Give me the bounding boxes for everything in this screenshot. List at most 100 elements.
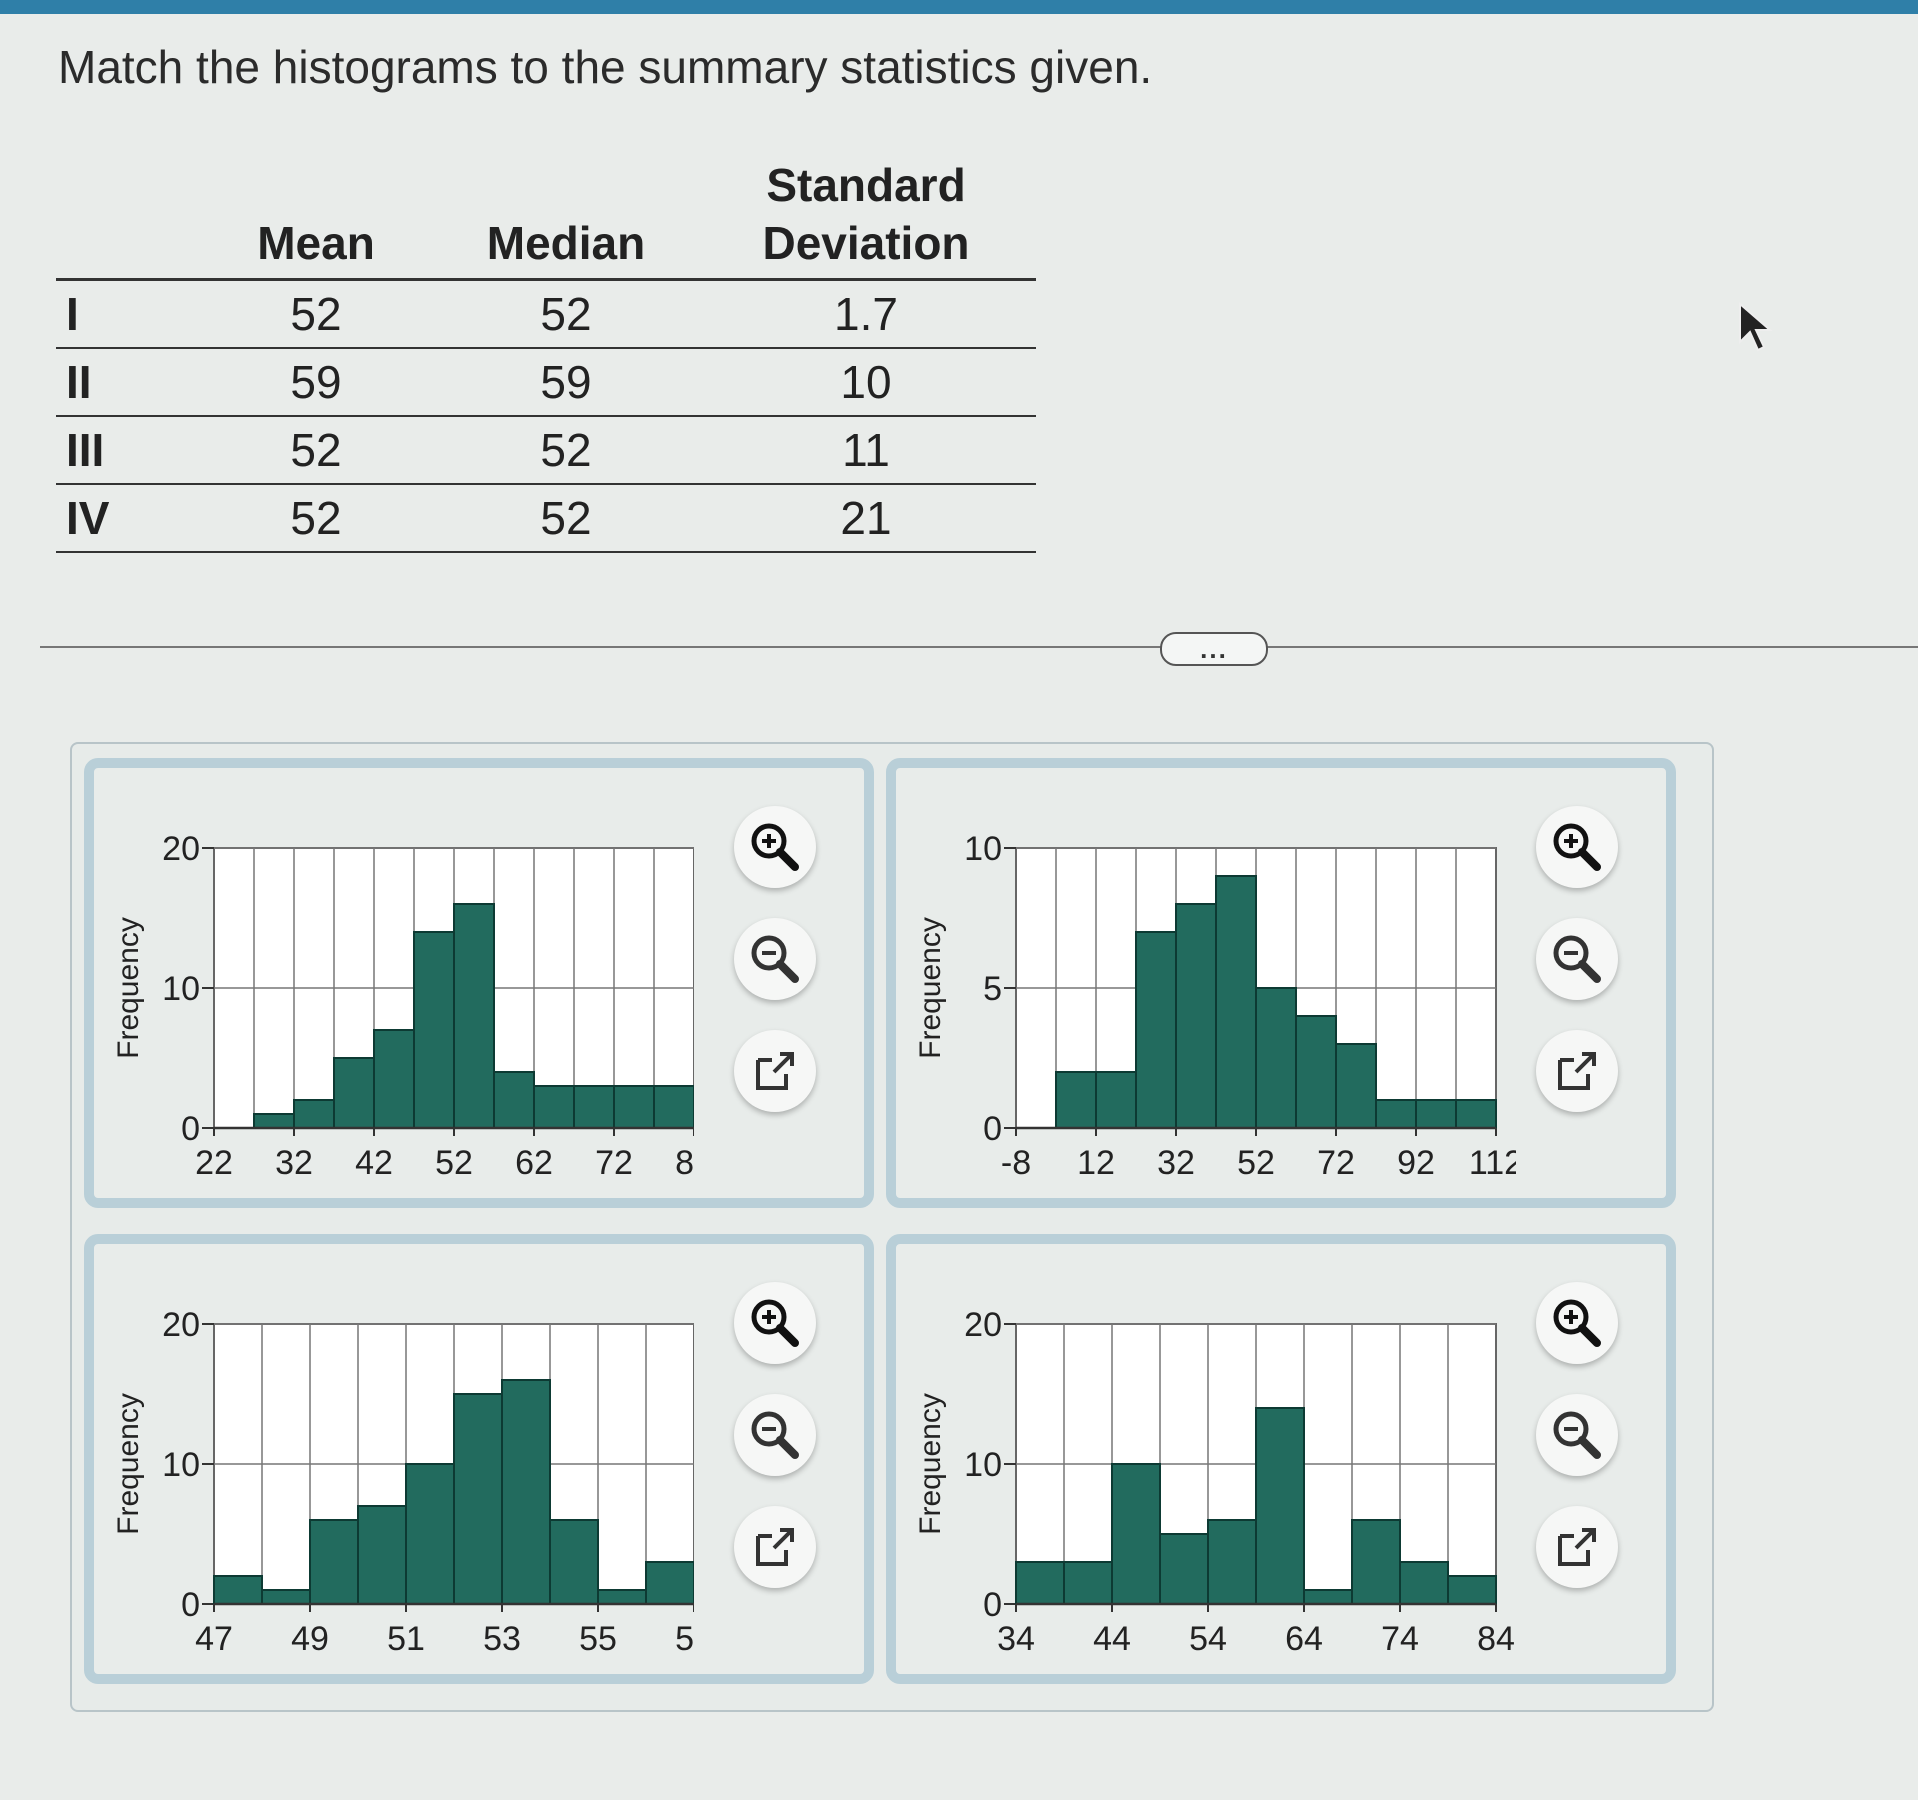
y-tick-label: 20: [162, 1306, 200, 1344]
table-header-row: Mean Median Standard Deviation: [56, 150, 1036, 281]
x-tick-label: 72: [595, 1144, 633, 1182]
histogram-bar: [1095, 1071, 1137, 1129]
histogram-bar: [1175, 903, 1217, 1129]
histogram-bar: [1215, 875, 1257, 1129]
zoom-in-button[interactable]: [734, 806, 816, 888]
table-header-sd: Standard Deviation: [696, 150, 1036, 281]
x-tick-label: 84: [1477, 1620, 1515, 1658]
external-link-button[interactable]: [1536, 1030, 1618, 1112]
histogram-bar: [333, 1057, 375, 1129]
histogram-bar: [501, 1379, 551, 1605]
histogram-bar: [1135, 931, 1177, 1129]
x-tick-label: 112: [1469, 1144, 1516, 1182]
zoom-in-icon: [1553, 823, 1601, 871]
histogram-bar: [533, 1085, 575, 1129]
histogram-bar: [653, 1085, 694, 1129]
histogram-bar: [1335, 1043, 1377, 1129]
histogram-bar: [293, 1099, 335, 1129]
external-link-icon: [756, 1052, 794, 1090]
histogram-bar: [1447, 1575, 1497, 1605]
external-link-icon: [1558, 1052, 1596, 1090]
y-tick-label: 10: [162, 970, 200, 1008]
x-tick-label: 52: [435, 1144, 473, 1182]
row-label: IV: [56, 483, 196, 553]
zoom-in-icon: [751, 823, 799, 871]
histogram-bar: [1415, 1099, 1457, 1129]
x-tick-label: 32: [1157, 1144, 1195, 1182]
histogram-bar: [613, 1085, 655, 1129]
histogram-panel-1[interactable]: 0 10 20 22 32 42 52 62 72 82 Frequency: [84, 758, 874, 1208]
external-link-button[interactable]: [1536, 1506, 1618, 1588]
sd-cell: 10: [696, 347, 1036, 416]
histogram-bar: [373, 1029, 415, 1129]
histogram-panel-3[interactable]: 0 10 20 47 49 51 53 55 57 Frequency: [84, 1234, 874, 1684]
y-tick-label: 20: [964, 1306, 1002, 1344]
x-tick-label: 54: [1189, 1620, 1227, 1658]
x-tick-label: 74: [1381, 1620, 1419, 1658]
median-cell: 52: [436, 483, 696, 553]
histogram-bar: [645, 1561, 694, 1605]
zoom-out-icon: [1553, 1411, 1601, 1459]
y-tick-label: 0: [983, 1110, 1002, 1148]
x-tick-label: 82: [675, 1144, 694, 1182]
x-tick-label: 44: [1093, 1620, 1131, 1658]
y-axis-label: Frequency: [914, 917, 947, 1059]
chart-tools: [1536, 806, 1626, 1142]
zoom-out-button[interactable]: [734, 918, 816, 1000]
external-link-button[interactable]: [734, 1506, 816, 1588]
zoom-out-icon: [751, 935, 799, 983]
median-cell: 52: [436, 415, 696, 484]
zoom-in-button[interactable]: [734, 1282, 816, 1364]
zoom-out-button[interactable]: [1536, 1394, 1618, 1476]
mouse-cursor-icon: [1738, 301, 1778, 359]
histogram-chart-3: 0 10 20 47 49 51 53 55 57 Frequency: [112, 1306, 694, 1658]
zoom-out-icon: [1553, 935, 1601, 983]
histogram-bar: [453, 903, 495, 1129]
row-label: I: [56, 278, 196, 348]
table-header-blank: [56, 150, 196, 281]
x-tick-label: 55: [579, 1620, 617, 1658]
external-link-button[interactable]: [734, 1030, 816, 1112]
more-button[interactable]: ...: [1160, 632, 1268, 666]
zoom-in-button[interactable]: [1536, 806, 1618, 888]
x-tick-label: 53: [483, 1620, 521, 1658]
histogram-chart-4: 0 10 20 34 44 54 64 74 84 Frequency: [914, 1306, 1515, 1658]
x-tick-label: 12: [1077, 1144, 1115, 1182]
histogram-bar: [1255, 1407, 1305, 1605]
mean-cell: 52: [196, 483, 436, 553]
histogram-chart-1: 0 10 20 22 32 42 52 62 72 82 Frequency: [112, 830, 694, 1182]
histogram-bar: [1399, 1561, 1449, 1605]
section-divider: [40, 646, 1918, 648]
histogram-bar: [253, 1113, 295, 1129]
top-bar: [0, 0, 1918, 14]
zoom-out-button[interactable]: [1536, 918, 1618, 1000]
sd-cell: 21: [696, 483, 1036, 553]
table-row: I 52 52 1.7: [56, 278, 1036, 348]
x-tick-label: 49: [291, 1620, 329, 1658]
table-header-mean: Mean: [196, 150, 436, 281]
x-tick-label: 34: [997, 1620, 1035, 1658]
summary-statistics-table: Mean Median Standard Deviation I 52 52 1…: [56, 150, 1036, 553]
histogram-bar: [309, 1519, 359, 1605]
histogram-panel-4[interactable]: 0 10 20 34 44 54 64 74 84 Frequency: [886, 1234, 1676, 1684]
zoom-out-button[interactable]: [734, 1394, 816, 1476]
y-axis-label: Frequency: [112, 1393, 145, 1535]
histogram-bar: [1351, 1519, 1401, 1605]
histograms-container: 0102022324252627282Frequency 0510-812325…: [70, 742, 1714, 1712]
external-link-icon: [1558, 1528, 1596, 1566]
y-tick-label: 20: [162, 830, 200, 868]
y-tick-label: 5: [983, 970, 1002, 1008]
histogram-bar: [493, 1071, 535, 1129]
chart-tools: [1536, 1282, 1626, 1618]
external-link-icon: [756, 1528, 794, 1566]
histogram-bar: [1111, 1463, 1161, 1605]
x-tick-label: 52: [1237, 1144, 1275, 1182]
row-label: II: [56, 347, 196, 416]
zoom-in-button[interactable]: [1536, 1282, 1618, 1364]
histogram-panel-2[interactable]: 0 5 10 -8 12 32 52 72 92 112 Frequency: [886, 758, 1676, 1208]
mean-cell: 59: [196, 347, 436, 416]
x-tick-label: 47: [195, 1620, 233, 1658]
histogram-bar: [1015, 1561, 1065, 1605]
x-tick-label: 72: [1317, 1144, 1355, 1182]
histogram-bar: [597, 1589, 647, 1605]
